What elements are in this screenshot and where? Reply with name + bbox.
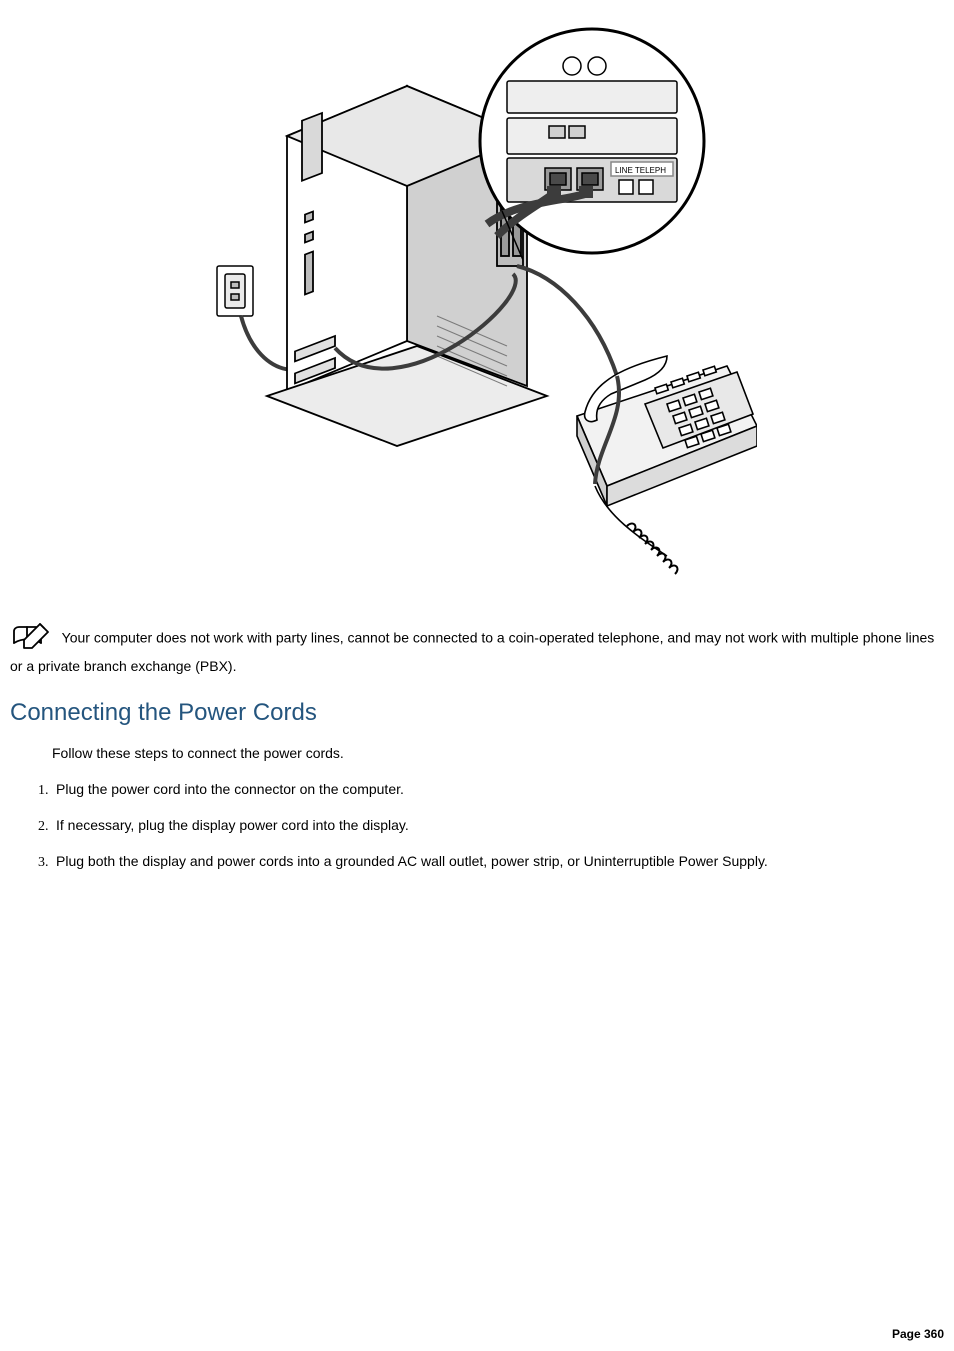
intro-text: Follow these steps to connect the power …	[52, 745, 944, 761]
note-text: Your computer does not work with party l…	[10, 629, 934, 674]
note-pencil-icon	[10, 621, 52, 656]
page: LINE TELEPH	[0, 0, 954, 1351]
illustration-container: LINE TELEPH	[10, 16, 944, 601]
step-item: Plug both the display and power cords in…	[52, 851, 944, 871]
step-item: Plug the power cord into the connector o…	[52, 779, 944, 799]
note-paragraph: Your computer does not work with party l…	[10, 621, 944, 677]
step-item: If necessary, plug the display power cor…	[52, 815, 944, 835]
section-heading: Connecting the Power Cords	[10, 699, 944, 727]
steps-list: Plug the power cord into the connector o…	[40, 779, 944, 872]
callout-label: LINE TELEPH	[615, 166, 666, 175]
modem-connection-illustration: LINE TELEPH	[197, 16, 757, 596]
page-footer: Page 360	[892, 1327, 944, 1341]
